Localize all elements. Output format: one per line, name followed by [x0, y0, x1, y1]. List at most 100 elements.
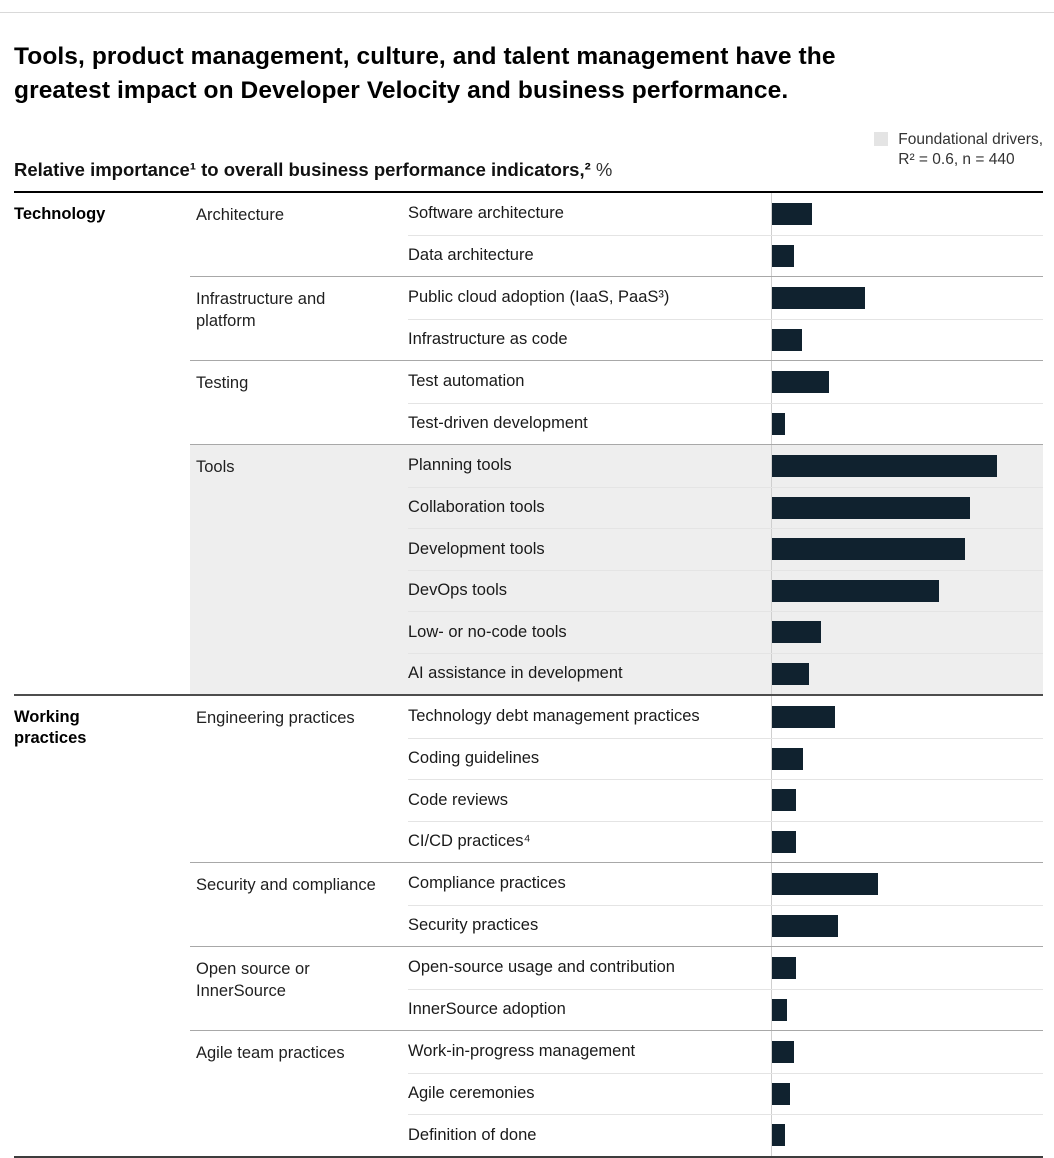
- bar-innersource-adoption: [772, 998, 787, 1021]
- bar-coding-guidelines: [772, 747, 803, 770]
- group-label: Testing: [196, 374, 249, 392]
- chart-row-innersource-adoption: InnerSource adoption: [408, 988, 1043, 1030]
- driver-label: CI/CD practices⁴: [408, 832, 531, 851]
- group-label: Engineering practices: [196, 709, 355, 727]
- driver-label: Test-driven development: [408, 414, 588, 433]
- driver-label: Collaboration tools: [408, 498, 545, 517]
- group-label: Tools: [196, 458, 235, 476]
- group-label: Infrastructure and platform: [196, 290, 326, 330]
- chart-row-test-driven-development: Test-driven development: [408, 402, 1043, 444]
- chart-row-infrastructure-as-code: Infrastructure as code: [408, 318, 1043, 360]
- section-label: Technology: [14, 205, 106, 223]
- chart-legend: Foundational drivers, R² = 0.6, n = 440: [874, 130, 1043, 170]
- chart-row-devops-tools: DevOps tools: [408, 569, 1043, 611]
- bar-agile-ceremonies: [772, 1082, 790, 1105]
- rows: Software architecture Data architecture: [408, 193, 1043, 276]
- group-label: Agile team practices: [196, 1044, 345, 1062]
- bar-compliance-practices: [772, 872, 879, 895]
- driver-label: Infrastructure as code: [408, 330, 568, 349]
- driver-label: Software architecture: [408, 204, 564, 223]
- driver-label: Open-source usage and contribution: [408, 958, 675, 977]
- driver-label: Development tools: [408, 539, 545, 558]
- group-engineering-practices: Engineering practices Technology debt man…: [190, 696, 1043, 862]
- bar-ci-cd-practices: [772, 830, 796, 853]
- driver-label: InnerSource adoption: [408, 1000, 566, 1019]
- chart-row-ci-cd-practices: CI/CD practices⁴: [408, 820, 1043, 862]
- group-open-source-or-innersource: Open source or InnerSource Open-source us…: [190, 946, 1043, 1030]
- chart-table: Technology Architecture Software architect…: [14, 191, 1043, 1158]
- chart-row-planning-tools: Planning tools: [408, 445, 1043, 487]
- bar-area: [771, 696, 1043, 738]
- driver-label: Coding guidelines: [408, 749, 540, 768]
- group-label: Architecture: [196, 206, 285, 224]
- groups: Architecture Software architecture Data ar…: [190, 193, 1043, 694]
- group-label: Security and compliance: [196, 876, 376, 894]
- chart-row-low-or-no-code-tools: Low- or no-code tools: [408, 611, 1043, 653]
- chart-row-coding-guidelines: Coding guidelines: [408, 737, 1043, 779]
- bar-open-source-usage-and-contribution: [772, 956, 796, 979]
- bar-area: [771, 529, 1043, 570]
- bar-code-reviews: [772, 789, 796, 812]
- chart-row-open-source-usage-and-contribution: Open-source usage and contribution: [408, 947, 1043, 989]
- bar-area: [771, 738, 1043, 779]
- rows: Technology debt management practices Codi…: [408, 696, 1043, 862]
- rows: Open-source usage and contribution InnerS…: [408, 947, 1043, 1030]
- bar-area: [771, 653, 1043, 694]
- bar-security-practices: [772, 914, 839, 937]
- driver-label: Security practices: [408, 916, 539, 935]
- chart-row-public-cloud-adoption-iaas-paas: Public cloud adoption (IaaS, PaaS³): [408, 277, 1043, 319]
- group-label: Open source or InnerSource: [196, 960, 310, 1000]
- bar-data-architecture: [772, 244, 794, 267]
- bar-area: [771, 863, 1043, 905]
- chart-subtitle: Relative importance¹ to overall business…: [14, 159, 612, 181]
- group-security-and-compliance: Security and compliance Compliance practi…: [190, 862, 1043, 946]
- driver-label: Definition of done: [408, 1125, 537, 1144]
- group-tools: Tools Planning tools Collaboration tools De…: [190, 444, 1043, 694]
- group-testing: Testing Test automation Test-driven develo…: [190, 360, 1043, 444]
- rows: Public cloud adoption (IaaS, PaaS³) Infra…: [408, 277, 1043, 360]
- groups: Engineering practices Technology debt man…: [190, 696, 1043, 1156]
- bar-area: [771, 319, 1043, 360]
- legend-swatch-icon: [874, 132, 889, 146]
- bar-area: [771, 1031, 1043, 1073]
- group-architecture: Architecture Software architecture Data ar…: [190, 193, 1043, 276]
- bar-area: [771, 361, 1043, 403]
- bar-area: [771, 947, 1043, 989]
- chart-row-code-reviews: Code reviews: [408, 779, 1043, 821]
- bar-area: [771, 905, 1043, 946]
- legend-label: Foundational drivers, R² = 0.6, n = 440: [898, 130, 1043, 170]
- chart-row-collaboration-tools: Collaboration tools: [408, 486, 1043, 528]
- page-title-line2: greatest impact on Developer Velocity an…: [14, 77, 789, 104]
- bar-area: [771, 445, 1043, 487]
- group-agile-team-practices: Agile team practices Work-in-progress man…: [190, 1030, 1043, 1156]
- driver-label: AI assistance in development: [408, 664, 623, 683]
- bar-area: [771, 821, 1043, 862]
- chart-subtitle-text: Relative importance¹ to overall business…: [14, 159, 591, 180]
- rows: Compliance practices Security practices: [408, 863, 1043, 946]
- bar-area: [771, 1073, 1043, 1114]
- bar-planning-tools: [772, 454, 998, 477]
- bar-test-driven-development: [772, 412, 785, 435]
- driver-label: Planning tools: [408, 456, 512, 475]
- bar-infrastructure-as-code: [772, 328, 802, 351]
- chart-row-security-practices: Security practices: [408, 904, 1043, 946]
- page-title: Tools, product management, culture, and …: [14, 40, 1014, 108]
- section-technology: Technology Architecture Software architect…: [14, 193, 1043, 694]
- bar-devops-tools: [772, 579, 939, 602]
- rows: Test automation Test-driven development: [408, 361, 1043, 444]
- page-title-line1: Tools, product management, culture, and …: [14, 43, 836, 70]
- driver-label: Code reviews: [408, 790, 508, 809]
- chart-row-test-automation: Test automation: [408, 361, 1043, 403]
- bar-area: [771, 1115, 1043, 1156]
- chart-header: Relative importance¹ to overall business…: [14, 126, 1043, 190]
- chart-subtitle-unit: %: [590, 159, 613, 180]
- bar-ai-assistance-in-development: [772, 662, 809, 685]
- driver-label: Work-in-progress management: [408, 1042, 636, 1061]
- legend-label-line1: Foundational drivers,: [898, 131, 1043, 148]
- bar-development-tools: [772, 538, 966, 561]
- bar-area: [771, 612, 1043, 653]
- chart-row-software-architecture: Software architecture: [408, 193, 1043, 235]
- driver-label: Public cloud adoption (IaaS, PaaS³): [408, 288, 670, 307]
- driver-label: Agile ceremonies: [408, 1084, 535, 1103]
